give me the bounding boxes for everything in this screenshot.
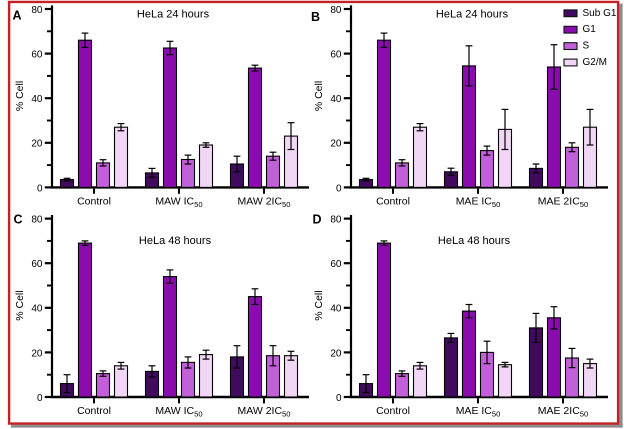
svg-text:MAW IC50: MAW IC50 bbox=[155, 405, 202, 418]
svg-text:20: 20 bbox=[31, 348, 43, 359]
svg-text:HeLa 24 hours: HeLa 24 hours bbox=[436, 9, 509, 21]
svg-text:Control: Control bbox=[77, 196, 111, 208]
svg-text:0: 0 bbox=[336, 183, 342, 194]
svg-text:% Cell: % Cell bbox=[313, 290, 325, 320]
svg-text:40: 40 bbox=[330, 94, 342, 105]
svg-text:MAE 2IC50: MAE 2IC50 bbox=[538, 196, 588, 209]
svg-text:60: 60 bbox=[330, 259, 342, 270]
svg-text:HeLa 48 hours: HeLa 48 hours bbox=[139, 235, 212, 247]
svg-text:0: 0 bbox=[37, 183, 43, 194]
svg-text:60: 60 bbox=[31, 259, 43, 270]
svg-text:80: 80 bbox=[31, 215, 43, 226]
svg-text:80: 80 bbox=[330, 215, 342, 226]
svg-text:Control: Control bbox=[376, 405, 410, 417]
svg-text:HeLa 48 hours: HeLa 48 hours bbox=[438, 235, 511, 247]
svg-text:D: D bbox=[313, 213, 322, 227]
svg-text:20: 20 bbox=[330, 348, 342, 359]
svg-text:80: 80 bbox=[330, 5, 342, 16]
svg-text:MAE IC50: MAE IC50 bbox=[456, 196, 501, 209]
svg-text:HeLa 24 hours: HeLa 24 hours bbox=[137, 9, 210, 21]
svg-text:Control: Control bbox=[77, 405, 111, 417]
svg-text:S: S bbox=[583, 41, 590, 52]
svg-text:40: 40 bbox=[330, 304, 342, 315]
svg-text:60: 60 bbox=[31, 50, 43, 61]
svg-text:MAE IC50: MAE IC50 bbox=[456, 405, 501, 418]
svg-text:MAW 2IC50: MAW 2IC50 bbox=[238, 196, 291, 209]
svg-text:G2/M: G2/M bbox=[583, 57, 607, 68]
svg-text:% Cell: % Cell bbox=[14, 290, 26, 320]
svg-text:Control: Control bbox=[376, 196, 410, 208]
svg-text:Sub G1: Sub G1 bbox=[583, 8, 617, 19]
svg-text:40: 40 bbox=[31, 304, 43, 315]
svg-text:% Cell: % Cell bbox=[14, 81, 26, 111]
svg-text:G1: G1 bbox=[583, 24, 597, 35]
svg-text:MAW 2IC50: MAW 2IC50 bbox=[238, 405, 291, 418]
svg-text:A: A bbox=[13, 9, 22, 23]
svg-text:20: 20 bbox=[31, 139, 43, 150]
svg-text:60: 60 bbox=[330, 50, 342, 61]
svg-text:0: 0 bbox=[336, 393, 342, 404]
svg-text:0: 0 bbox=[37, 393, 43, 404]
svg-text:MAE 2IC50: MAE 2IC50 bbox=[538, 405, 588, 418]
svg-text:40: 40 bbox=[31, 94, 43, 105]
svg-text:MAW IC50: MAW IC50 bbox=[155, 196, 202, 209]
svg-text:80: 80 bbox=[31, 5, 43, 16]
svg-text:C: C bbox=[14, 213, 23, 227]
svg-text:% Cell: % Cell bbox=[313, 81, 325, 111]
svg-text:B: B bbox=[311, 10, 320, 24]
svg-text:20: 20 bbox=[330, 139, 342, 150]
